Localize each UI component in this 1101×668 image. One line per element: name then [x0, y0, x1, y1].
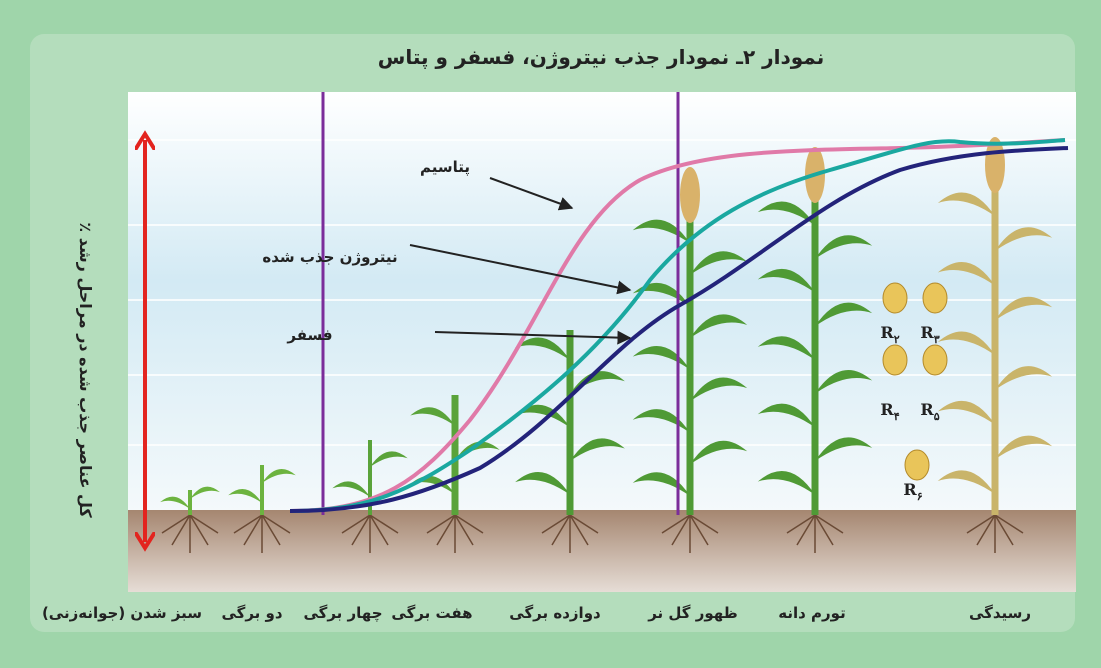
page: Diagram html, body { margin: 0; padding:…: [0, 0, 1101, 668]
body: {"title": "نمودار ۲ـ نمودار جذب نیتروژن،…: [0, 0, 1101, 668]
kernel: [905, 450, 929, 480]
stage-label: هفت برگی: [391, 604, 472, 622]
stage-label: دوازده برگی: [509, 604, 601, 622]
soil: [128, 510, 1076, 592]
kernel: [883, 345, 907, 375]
kernel-letter: R: [880, 323, 894, 342]
kernel-sub: ۴: [894, 410, 900, 423]
kernel-letter: R: [903, 480, 917, 499]
curve-label: پتاسیم: [420, 158, 470, 177]
stage-label: چهار برگی: [303, 604, 382, 623]
stage-label: تورم دانه: [778, 604, 845, 622]
kernel-sub: ۶: [917, 490, 923, 503]
kernel: [883, 283, 907, 313]
kernel-sub: ۵: [934, 410, 940, 423]
kernel: [923, 345, 947, 375]
stage-label: رسیدگی: [969, 604, 1031, 622]
stage-label: دو برگی: [221, 604, 282, 622]
curve-label: نیتروژن جذب شده: [262, 248, 397, 266]
kernel-letter: R: [920, 323, 934, 342]
stage-label: سبز شدن (جوانه‌زنی): [42, 604, 202, 622]
tassel: [680, 167, 700, 223]
curve-label: فسفر: [286, 326, 332, 344]
kernel-sub: ۳: [934, 333, 940, 346]
kernel-letter: R: [880, 400, 894, 419]
kernel-sub: ۲: [894, 333, 900, 346]
title: نمودار ۲ـ نمودار جذب نیتروژن، فسفر و پتا…: [378, 45, 824, 70]
y-axis-label: ٪ کل عناصر جذب شده در مراحل رشد: [76, 222, 95, 518]
kernel: [923, 283, 947, 313]
stage-label: ظهور گل نر: [647, 604, 738, 622]
figure: نمودار ۲ـ نمودار جذب نیتروژن، فسفر و پتا…: [0, 0, 1101, 668]
kernel-letter: R: [920, 400, 934, 419]
